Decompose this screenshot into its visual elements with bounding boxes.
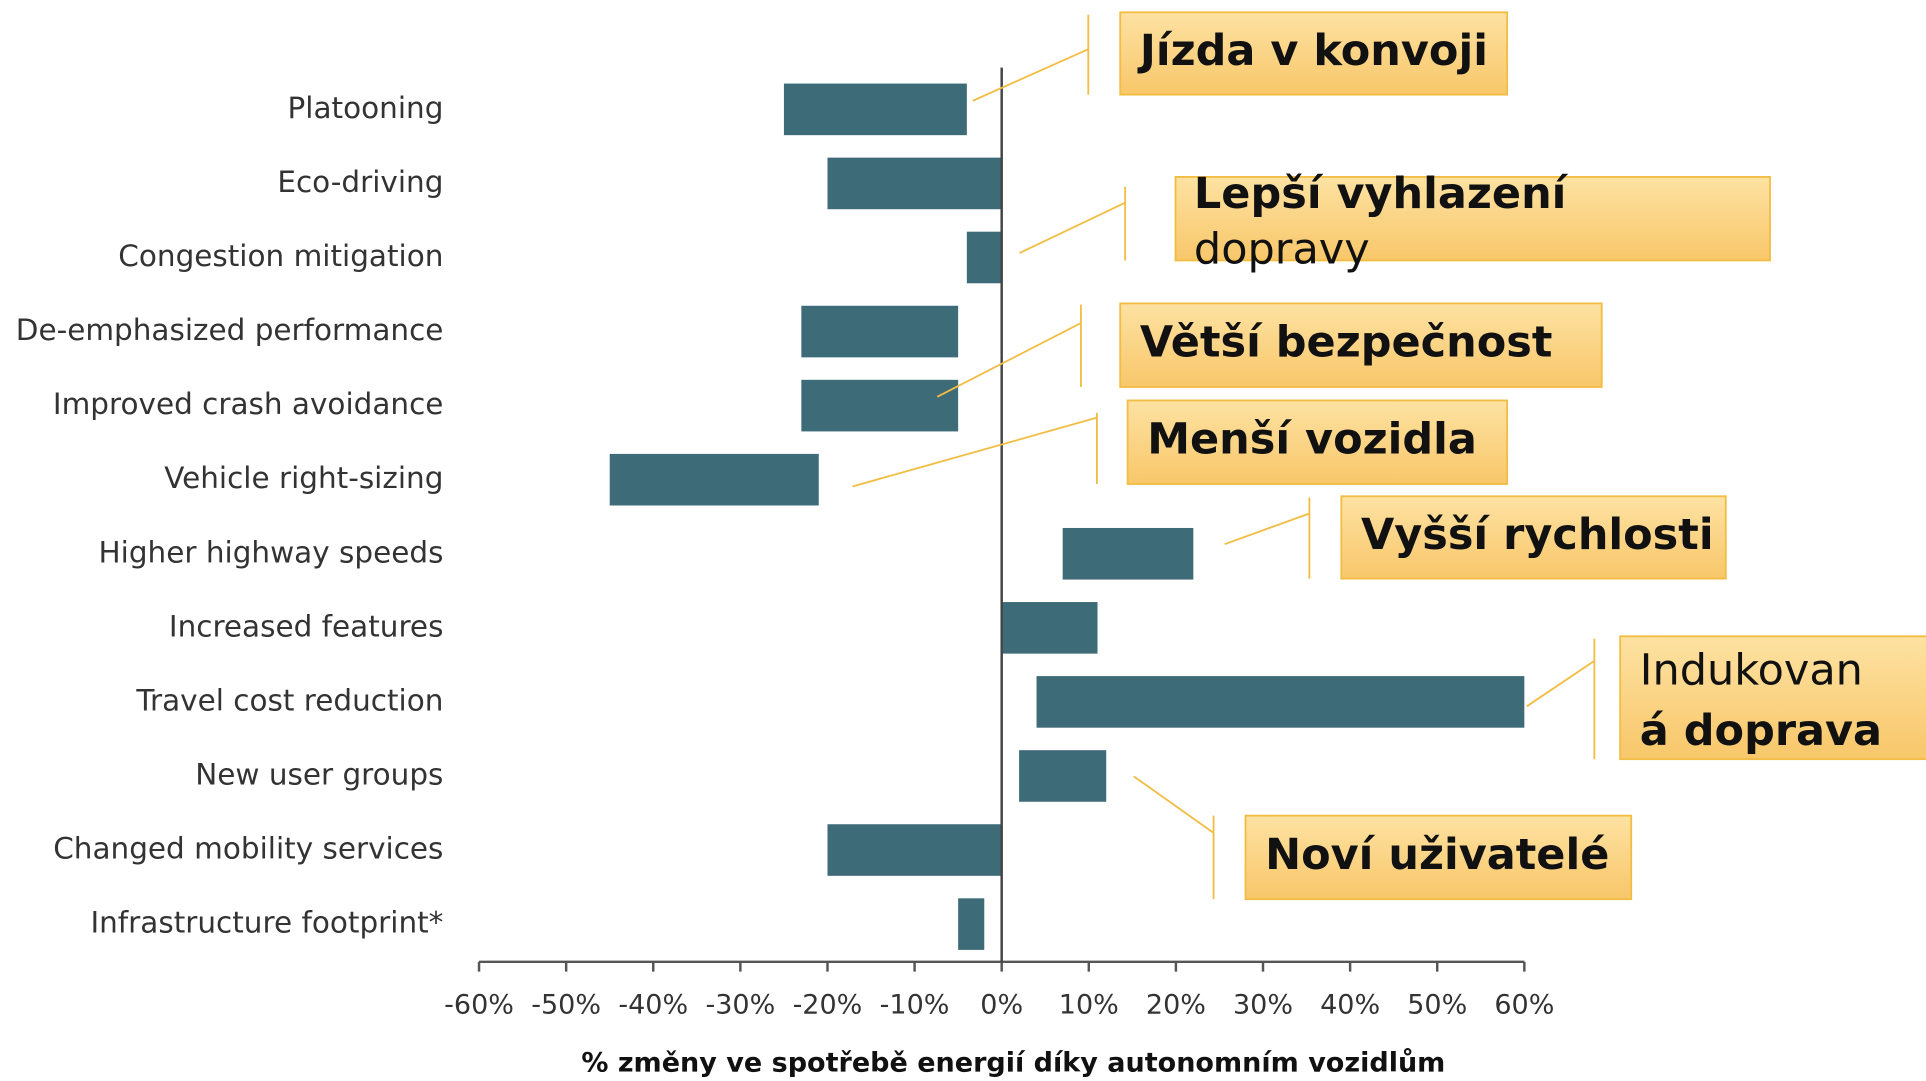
category-label: Increased features: [169, 609, 444, 643]
leader-line: [1019, 201, 1126, 254]
callout-text: Větší bezpečnost: [1140, 318, 1553, 368]
callout-box: [1126, 399, 1509, 485]
bar: [966, 231, 1002, 284]
leader-line: [852, 416, 1098, 488]
x-tick-label: -30%: [705, 990, 775, 1021]
x-tick-label: -40%: [618, 990, 688, 1021]
callout-box: [1119, 11, 1509, 96]
x-axis-label: % změny ve spotřebě energií díky autonom…: [581, 1047, 1445, 1078]
category-label: New user groups: [195, 757, 443, 791]
category-label: De-emphasized performance: [16, 313, 444, 347]
callout-box: [1340, 495, 1727, 580]
callout-box: [1119, 302, 1603, 388]
bar: [1036, 676, 1525, 728]
x-tick-label: 10%: [1059, 990, 1119, 1021]
category-label: Vehicle right-sizing: [164, 461, 443, 495]
leader-line: [1133, 775, 1215, 834]
bar: [1019, 750, 1107, 802]
x-tick-label: 0%: [980, 990, 1023, 1021]
category-label: Eco-driving: [277, 165, 443, 199]
category-label: Changed mobility services: [53, 832, 443, 866]
bar: [783, 83, 967, 136]
callout-box: [1174, 175, 1771, 262]
callout-text: dopravy: [1194, 224, 1370, 274]
x-tick-label: -60%: [444, 990, 514, 1021]
category-label: Platooning: [288, 91, 444, 125]
bar: [1062, 527, 1194, 580]
callout-text: Menší vozidla: [1147, 415, 1477, 465]
callout-text: Noví uživatelé: [1265, 830, 1609, 880]
leader-line: [1224, 512, 1310, 546]
bar: [801, 305, 959, 358]
leader-line: [936, 322, 1082, 398]
x-tick-label: -10%: [880, 990, 950, 1021]
leader-line: [1526, 660, 1595, 708]
x-tick-label: 30%: [1233, 990, 1293, 1021]
bar: [827, 157, 1002, 210]
x-tick-label: 20%: [1146, 990, 1206, 1021]
bar: [827, 824, 1002, 876]
bar: [958, 898, 985, 950]
callout-box: [1244, 814, 1633, 901]
x-tick-label: 50%: [1407, 990, 1467, 1021]
x-tick-label: 60%: [1494, 990, 1554, 1021]
bar: [1001, 602, 1098, 654]
x-tick-label: 40%: [1320, 990, 1380, 1021]
callout-text: Vyšší rychlosti: [1361, 510, 1714, 560]
x-tick-label: -20%: [793, 990, 863, 1021]
callout-box: [1619, 635, 1926, 761]
category-label: Higher highway speeds: [98, 535, 443, 569]
callout-text: Lepší vyhlazení: [1194, 169, 1569, 219]
callout-text: Indukovan: [1640, 646, 1863, 696]
category-label: Improved crash avoidance: [53, 387, 444, 421]
callout-text: á doprava: [1640, 706, 1882, 756]
leader-line: [972, 48, 1089, 102]
bar: [609, 453, 819, 506]
bar: [801, 379, 959, 432]
category-label: Travel cost reduction: [135, 683, 443, 717]
category-label: Congestion mitigation: [118, 239, 443, 273]
x-tick-label: -50%: [531, 990, 601, 1021]
category-label: Infrastructure footprint*: [90, 906, 443, 940]
callout-text: Jízda v konvoji: [1137, 26, 1488, 76]
